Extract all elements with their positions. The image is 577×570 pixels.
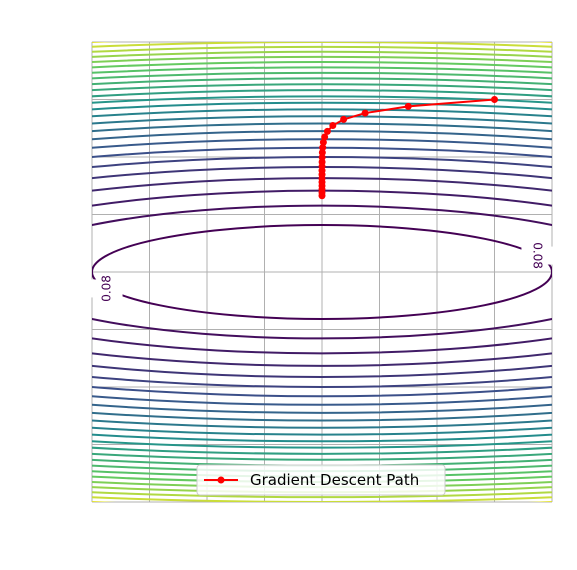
legend-box [196,464,446,496]
contour-label-bg [90,279,123,298]
path-point [340,115,348,123]
contour-level-0.16 [92,204,552,340]
path-point [318,192,326,200]
contour-level-0.80 [92,122,552,422]
contour-level-0.08 [92,224,552,320]
contour-level-1.84 [92,45,552,499]
contour-label: 0.08 [100,275,114,302]
contour-level-1.20 [92,89,552,455]
legend-marker-swatch [217,476,225,484]
contour-level-0.72 [92,130,552,414]
contour-label: 0.08 [530,242,544,269]
contour-labels: 0.08 0.08 [90,242,554,302]
grid-lines [91,41,553,503]
contour-level-1.04 [92,101,552,443]
legend-label: Gradient Descent Path [250,471,419,489]
path-point [323,127,331,135]
path-point [404,102,412,110]
contour-level-1.28 [92,83,552,461]
contour-level-0.88 [92,115,552,429]
path-point [321,133,329,141]
path-point [361,109,369,117]
contour-label-bg [521,246,554,265]
path-point [491,96,498,103]
contour-level-1.12 [92,95,552,449]
path-point [319,138,327,146]
contour-level-0.96 [92,108,552,436]
legend: Gradient Descent Path [196,464,446,496]
gradient-descent-path [318,96,498,200]
path-point [329,121,337,129]
